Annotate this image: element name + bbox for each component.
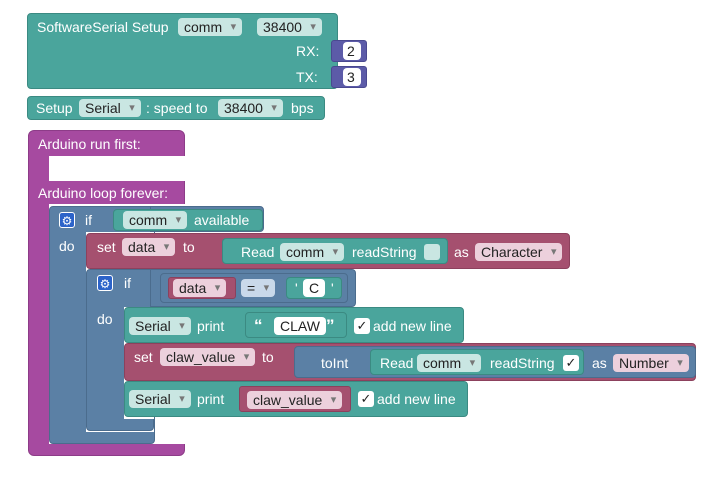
to-label: to (183, 238, 195, 256)
readstring-label: readString (490, 354, 555, 372)
newline-checkbox[interactable]: ✓ (358, 391, 374, 407)
comm-dropdown[interactable]: comm (123, 211, 187, 229)
as-label: as (592, 354, 607, 372)
toint-label: toInt (321, 354, 348, 372)
readstring-checkbox[interactable]: ✓ (563, 355, 579, 371)
read-string-block-2[interactable]: Read comm readString ✓ (370, 349, 584, 375)
data-variable-dropdown[interactable]: data (173, 279, 226, 297)
readstring-checkbox[interactable] (424, 244, 440, 260)
softwareserial-setup-label: SoftwareSerial Setup (37, 18, 169, 36)
newline-checkbox[interactable]: ✓ (354, 318, 370, 334)
run-first-slot (49, 156, 189, 181)
tx-number-block[interactable]: 3 (331, 66, 367, 88)
set-label: set (97, 238, 116, 256)
quote-open: ' (295, 279, 298, 297)
tx-label: TX: (296, 68, 318, 86)
claw-text-field[interactable]: CLAW (274, 317, 326, 335)
character-field[interactable]: C (303, 279, 325, 297)
print-label: print (197, 317, 224, 335)
if-label: if (124, 274, 131, 292)
tx-value[interactable]: 3 (343, 68, 361, 86)
rx-value[interactable]: 2 (343, 42, 361, 60)
print-port-dropdown[interactable]: Serial (129, 317, 191, 335)
add-new-line-label: add new line (377, 390, 456, 408)
serial-setup-block[interactable]: Setup Serial : speed to 38400 bps (27, 96, 325, 120)
comm-available-block[interactable]: comm available (113, 209, 263, 231)
data-variable-dropdown[interactable]: data (122, 238, 175, 256)
type-number-dropdown[interactable]: Number (613, 354, 689, 372)
serial-setup-label: Setup (36, 99, 73, 117)
port-dropdown[interactable]: comm (178, 18, 242, 36)
claw-value-dropdown[interactable]: claw_value (247, 391, 342, 409)
if-label: if (85, 211, 92, 229)
bps-label: bps (291, 99, 314, 117)
quote-open: “ (254, 317, 263, 335)
read-label: Read (380, 354, 413, 372)
run-first-label: Arduino run first: (38, 135, 141, 153)
claw-value-dropdown[interactable]: claw_value (160, 348, 255, 366)
read-string-block[interactable]: Read comm readString (222, 238, 448, 264)
read-label: Read (241, 243, 274, 261)
baud-dropdown[interactable]: 38400 (257, 18, 322, 36)
set-label: set (134, 348, 153, 366)
text-block[interactable]: “ CLAW ” (245, 312, 347, 338)
print-label: print (197, 390, 224, 408)
claw-value-variable-block[interactable]: claw_value (239, 386, 351, 412)
available-label: available (194, 211, 249, 229)
do-label: do (97, 310, 113, 328)
character-block[interactable]: ' C ' (286, 277, 342, 299)
gear-icon[interactable]: ⚙ (59, 212, 75, 228)
operator-dropdown[interactable]: = (241, 279, 275, 297)
readstring-label: readString (352, 243, 417, 261)
type-character-dropdown[interactable]: Character (475, 243, 562, 261)
speed-to-label: : speed to (146, 99, 208, 117)
serial-port-dropdown[interactable]: Serial (79, 99, 141, 117)
gear-icon[interactable]: ⚙ (97, 275, 113, 291)
serial-baud-dropdown[interactable]: 38400 (218, 99, 283, 117)
to-label: to (262, 348, 274, 366)
as-label: as (454, 243, 469, 261)
read-port-dropdown[interactable]: comm (280, 243, 344, 261)
do-label: do (59, 237, 75, 255)
data-variable-block[interactable]: data (168, 277, 236, 299)
quote-close: ' (331, 279, 334, 297)
rx-number-block[interactable]: 2 (331, 40, 367, 62)
quote-close: ” (326, 317, 335, 335)
print-port-dropdown[interactable]: Serial (129, 390, 191, 408)
add-new-line-label: add new line (373, 317, 452, 335)
read-port-dropdown[interactable]: comm (417, 354, 481, 372)
softwareserial-setup-block[interactable]: SoftwareSerial Setup comm 38400 RX: TX: (27, 13, 338, 89)
rx-label: RX: (296, 42, 319, 60)
loop-forever-label: Arduino loop forever: (38, 184, 168, 202)
